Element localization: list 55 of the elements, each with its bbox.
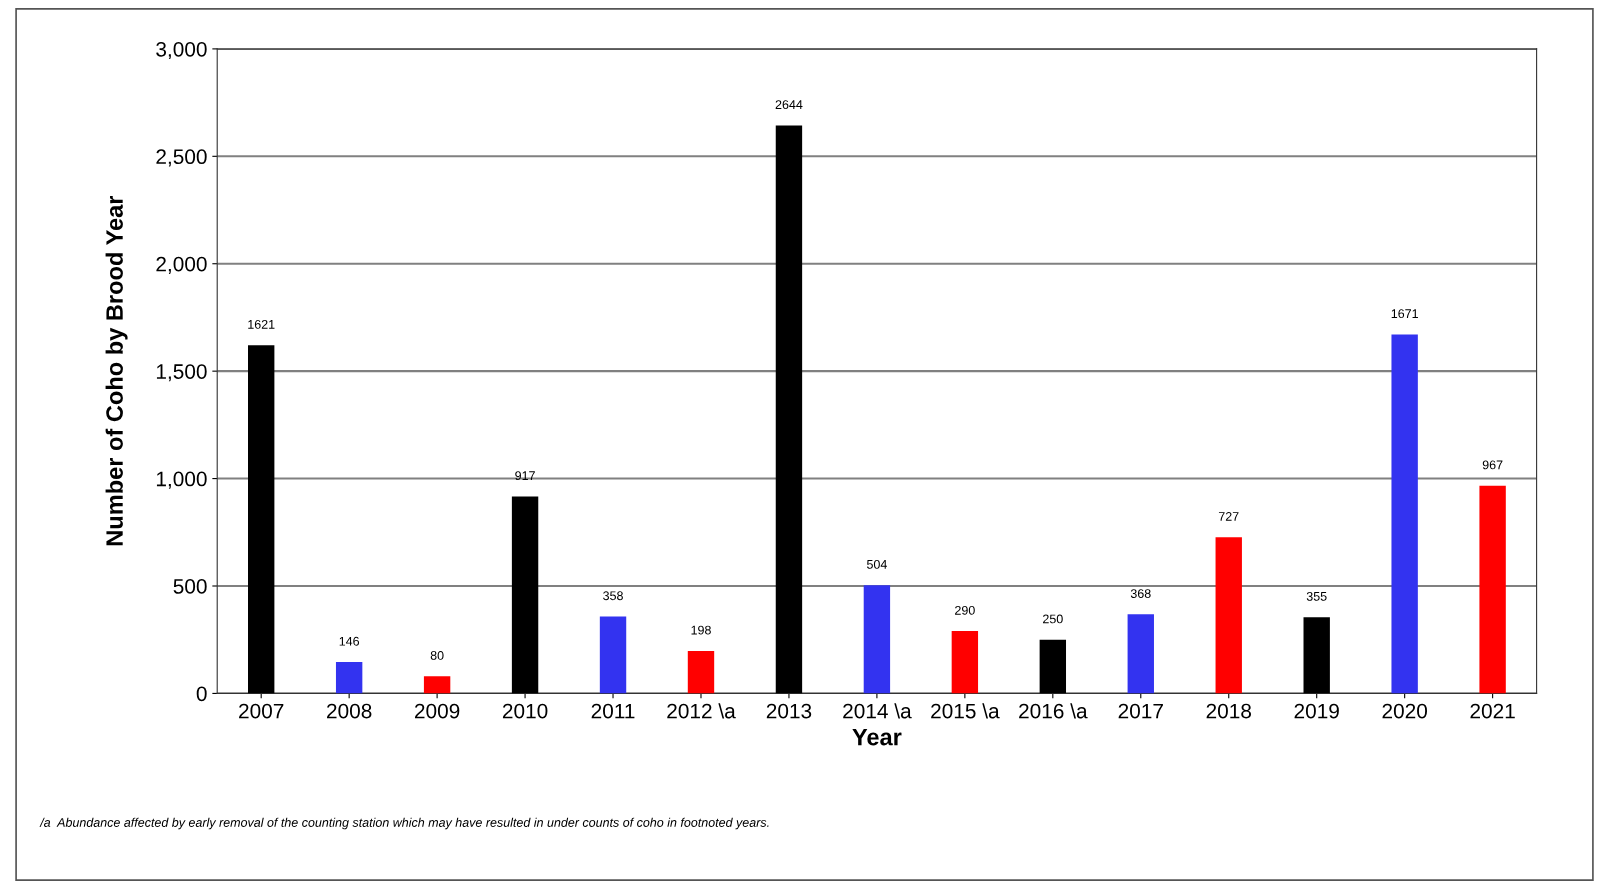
y-tick-label: 2,000 [156, 256, 207, 274]
data-label: 358 [603, 591, 623, 601]
x-tick-label: 2017 [1118, 703, 1163, 719]
y-tick-label: 1,000 [156, 471, 207, 489]
data-label: 727 [1218, 512, 1239, 521]
bar [863, 585, 891, 694]
text: /a Abundance affected by early removal of the counting station which may have resulted in under counts of coho in footnoted years. [39, 817, 769, 830]
bar [951, 631, 979, 694]
bar [248, 345, 275, 694]
bar [1039, 639, 1067, 694]
bar [775, 125, 803, 694]
y-axis-title: Number of Coho by Brood Year [105, 195, 128, 546]
x-tick-label: 2015 \a [931, 703, 1000, 719]
y-tick-label: 1,500 [156, 364, 207, 382]
x-tick-label: 2009 [414, 703, 460, 719]
data-label: 80 [430, 651, 444, 660]
bar [599, 616, 627, 694]
data-label: 1671 [1391, 309, 1418, 319]
x-tick-label: 2012 \a [667, 703, 736, 719]
data-label: 967 [1482, 460, 1503, 470]
y-tick-label: 3,000 [156, 41, 207, 60]
x-tick-label: 2019 [1294, 703, 1339, 719]
data-label: 917 [515, 471, 535, 481]
bar [511, 496, 539, 694]
data-label: 290 [955, 605, 975, 615]
x-tick-label: 2013 [766, 703, 812, 719]
x-tick-label: 2010 [502, 703, 548, 719]
y-tick-label: 0 [196, 686, 207, 702]
data-label: 2644 [775, 100, 803, 110]
bar [1303, 617, 1330, 694]
x-tick-label: 2011 [591, 703, 635, 719]
bar [423, 676, 451, 694]
x-tick-label: 2016 \a [1019, 703, 1088, 719]
x-tick-label: 2018 [1206, 703, 1252, 719]
y-tick-label: 500 [173, 579, 207, 594]
bar [1391, 334, 1418, 694]
x-tick-label: 2007 [239, 703, 284, 719]
bar [687, 650, 715, 694]
x-tick-label: 2021 [1470, 703, 1515, 719]
data-label: 355 [1306, 591, 1327, 601]
x-tick-label: 2014 \a [843, 703, 912, 719]
bar [1479, 485, 1506, 694]
data-label: 146 [339, 636, 360, 646]
bar [335, 662, 363, 694]
data-label: 368 [1130, 589, 1151, 598]
y-tick-label: 2,500 [156, 149, 207, 167]
data-label: 504 [866, 559, 887, 569]
x-tick-label: 2008 [327, 703, 372, 719]
bar [1215, 537, 1242, 694]
x-axis-title: Year [852, 728, 902, 746]
data-label: 198 [691, 625, 711, 635]
data-label: 1621 [248, 319, 275, 329]
bar [1127, 614, 1154, 694]
data-label: 250 [1043, 614, 1063, 624]
x-tick-label: 2020 [1382, 703, 1428, 719]
